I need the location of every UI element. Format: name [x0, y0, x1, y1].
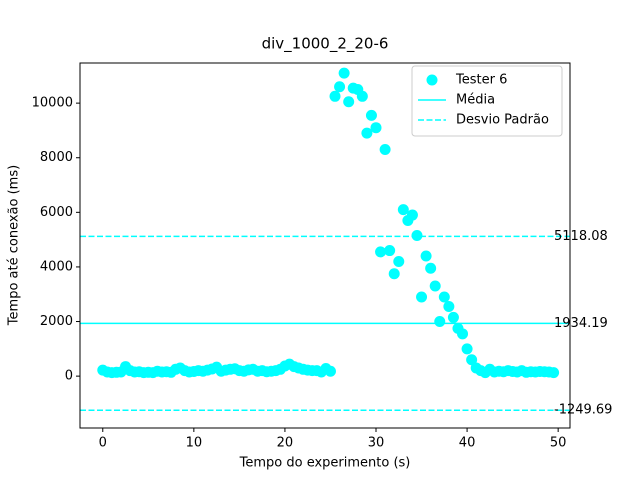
legend-marker [426, 74, 438, 86]
scatter-point [443, 301, 455, 313]
scatter-point [416, 291, 428, 303]
y-axis-label: Tempo até conexão (ms) [7, 165, 22, 326]
scatter-point [406, 209, 418, 221]
reference-label: -1249.69 [554, 403, 612, 418]
scatter-point [425, 262, 437, 274]
legend-label: Desvio Padrão [456, 113, 549, 128]
legend: Tester 6 Média Desvio Padrão [411, 65, 563, 137]
scatter-point [343, 96, 355, 108]
scatter-point [379, 144, 391, 156]
scatter-point [420, 250, 432, 262]
y-tick-label: 0 [65, 369, 73, 384]
legend-box [411, 65, 563, 137]
scatter-point [361, 127, 373, 139]
x-tick-label: 40 [459, 436, 476, 451]
scatter-point [397, 204, 409, 216]
scatter-point [438, 291, 450, 303]
scatter-point [334, 81, 346, 93]
y-tick-label: 10000 [32, 96, 73, 111]
scatter-point [370, 122, 382, 134]
scatter-point [329, 90, 341, 102]
x-tick-label: 30 [368, 436, 385, 451]
scatter-point [548, 367, 560, 379]
scatter-point [393, 255, 405, 267]
y-tick-label: 6000 [40, 205, 73, 220]
scatter-point [429, 280, 441, 292]
y-tick-label: 4000 [40, 259, 73, 274]
scatter-point [384, 245, 396, 257]
scatter-point [411, 230, 423, 242]
scatter-point [457, 328, 469, 340]
legend-label: Tester 6 [455, 73, 507, 88]
reference-label: 5118.08 [554, 229, 608, 244]
scatter-point [375, 246, 387, 258]
x-tick-label: 0 [99, 436, 107, 451]
reference-label: 1934.19 [554, 316, 608, 331]
scatter-point [447, 311, 459, 323]
legend-label: Média [456, 93, 495, 108]
scatter-point [388, 268, 400, 280]
x-tick-label: 50 [550, 436, 567, 451]
chart-title: div_1000_2_20-6 [262, 35, 389, 54]
y-tick-label: 8000 [40, 150, 73, 165]
scatter-point [434, 316, 446, 328]
scatter-point [356, 90, 368, 102]
x-axis-label: Tempo do experimento (s) [239, 456, 411, 471]
scatter-point [365, 109, 377, 121]
x-tick-label: 10 [186, 436, 203, 451]
plot-frame [79, 62, 571, 429]
scatter-point [466, 354, 478, 366]
y-tick-label: 2000 [40, 314, 73, 329]
scatter-point [461, 343, 473, 355]
scatter-point [324, 365, 336, 377]
x-tick-label: 20 [277, 436, 294, 451]
scatter-point [338, 67, 350, 79]
